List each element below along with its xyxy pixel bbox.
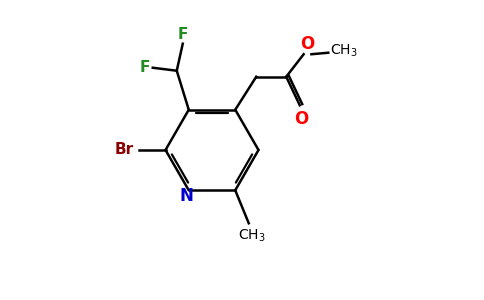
Text: N: N xyxy=(180,187,193,205)
Text: O: O xyxy=(300,35,315,53)
Text: O: O xyxy=(294,110,308,128)
Text: CH$_3$: CH$_3$ xyxy=(330,43,357,59)
Text: F: F xyxy=(178,27,188,42)
Text: Br: Br xyxy=(115,142,134,158)
Text: F: F xyxy=(139,60,150,75)
Text: CH$_3$: CH$_3$ xyxy=(238,228,266,244)
